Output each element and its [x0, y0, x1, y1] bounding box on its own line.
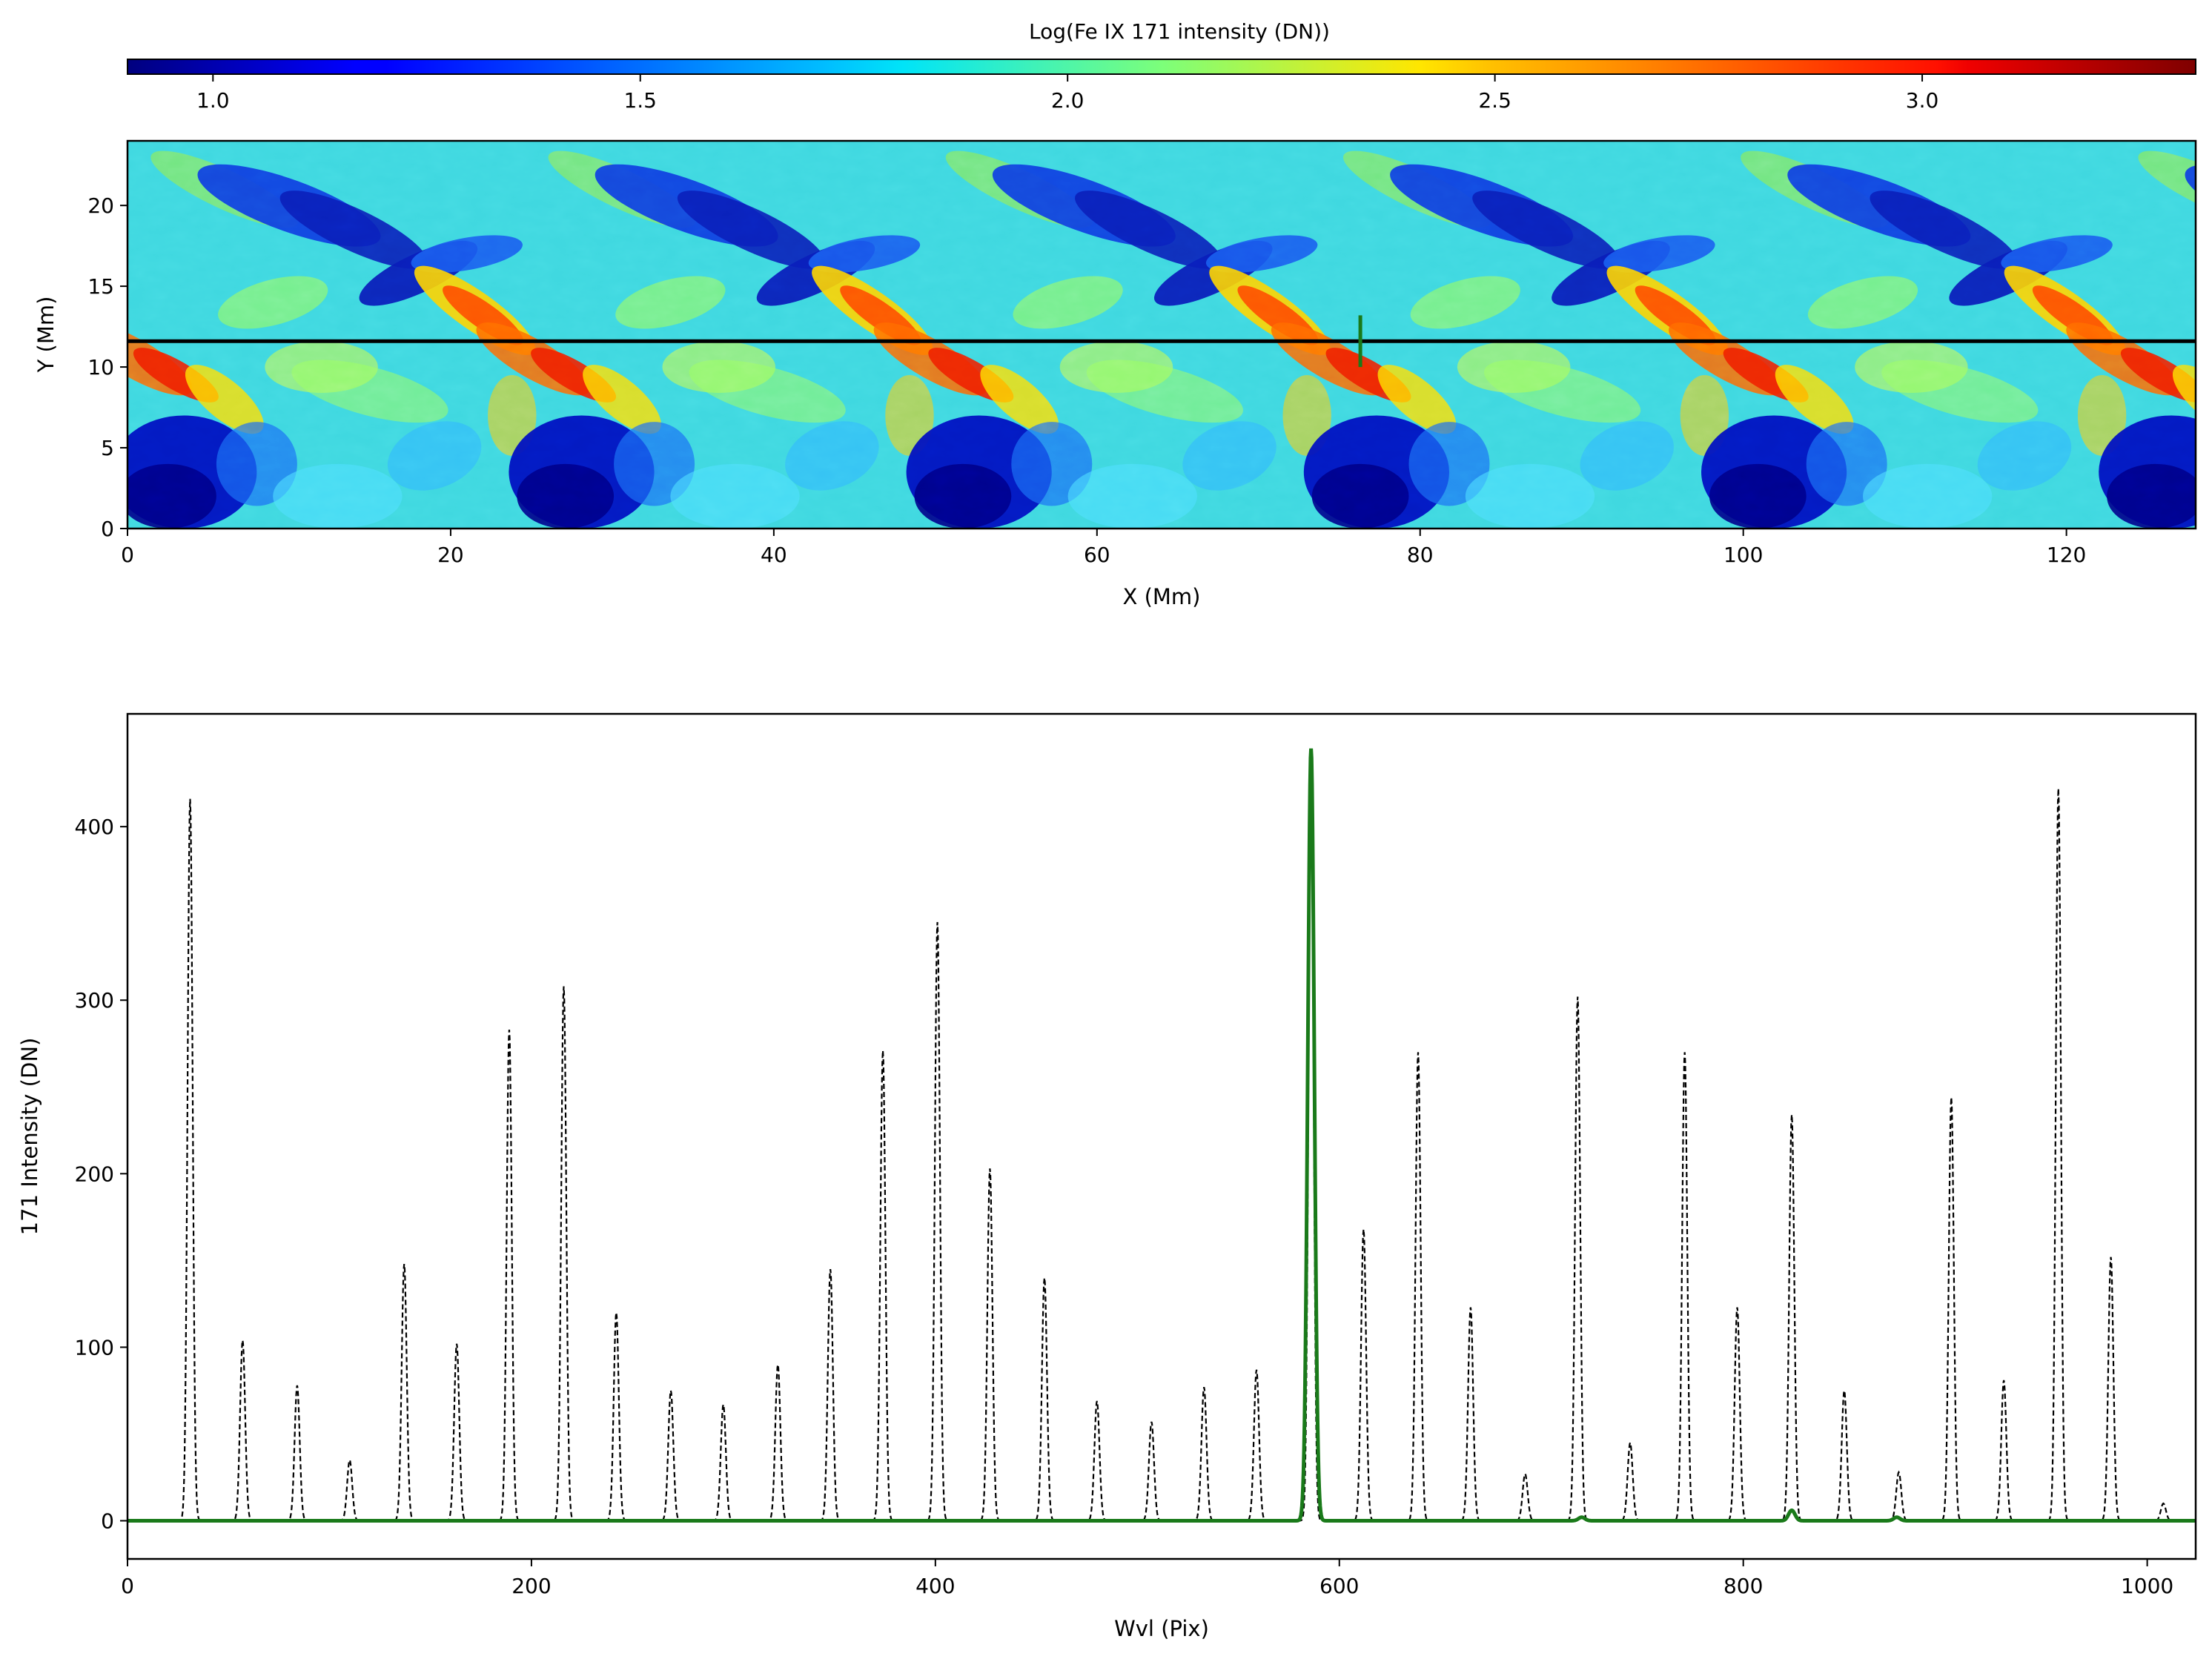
colorbar-tick-label: 2.5 — [1478, 88, 1511, 113]
colorbar-tick-label: 1.5 — [623, 88, 657, 113]
heatmap-xtick-label: 40 — [761, 543, 787, 567]
heatmap-xtick-label: 100 — [1723, 543, 1763, 567]
spectrum-ytick-label: 200 — [75, 1162, 114, 1186]
spectrum-ytick-label: 100 — [75, 1335, 114, 1360]
heatmap-ytick-label: 20 — [87, 193, 114, 218]
heatmap-xtick-label: 0 — [121, 543, 134, 567]
spectrum-panel: 0 200 400 600 800 1000 0 100 200 300 400 Wvl (Pix… — [17, 712, 2197, 1641]
series-solid-line — [128, 748, 2196, 1523]
spectrum-xtick-label: 400 — [915, 1574, 955, 1598]
spectrum-xtick-label: 0 — [121, 1574, 134, 1598]
colorbar-gradient — [127, 59, 2196, 75]
spectrum-xtick-label: 600 — [1319, 1574, 1359, 1598]
heatmap-ytick-label: 15 — [87, 274, 114, 299]
spectrum-xtick-label: 800 — [1723, 1574, 1763, 1598]
colorbar-label: Log(Fe IX 171 intensity (DN)) — [1029, 19, 1330, 44]
spectrum-xtick-label: 1000 — [2121, 1574, 2173, 1598]
colorbar-tick-label: 1.0 — [196, 88, 230, 113]
colorbar: Log(Fe IX 171 intensity (DN)) 1.0 1.5 2.0 2… — [127, 19, 2196, 113]
heatmap-xtick-label: 60 — [1084, 543, 1110, 567]
heatmap-xlabel: X (Mm) — [1123, 584, 1201, 609]
spectrum-xlabel: Wvl (Pix) — [1114, 1616, 1209, 1641]
heatmap-xtick-label: 20 — [437, 543, 464, 567]
colorbar-tick-label: 2.0 — [1051, 88, 1085, 113]
heatmap-xtick-label: 80 — [1407, 543, 1434, 567]
spectrum-ylabel: 171 Intensity (DN) — [17, 1038, 42, 1236]
heatmap-ylabel: Y (Mm) — [33, 297, 59, 374]
spectrum-ytick-label: 300 — [75, 988, 114, 1013]
colorbar-tick-label: 3.0 — [1906, 88, 1939, 113]
heatmap-panel: 0 20 40 60 80 100 120 0 5 10 15 20 X (Mm) Y (Mm) — [33, 139, 2197, 609]
heatmap-frame — [126, 139, 2197, 530]
heatmap-ytick-label: 0 — [101, 517, 114, 541]
spectrum-frame — [126, 712, 2197, 1560]
heatmap-xtick-label: 120 — [2047, 543, 2086, 567]
heatmap-ytick-label: 10 — [87, 355, 114, 380]
spectrum-ytick-label: 0 — [101, 1509, 114, 1534]
spectrum-ytick-label: 400 — [75, 815, 114, 839]
heatmap-ytick-label: 5 — [101, 436, 114, 460]
spectrum-xtick-label: 200 — [511, 1574, 551, 1598]
